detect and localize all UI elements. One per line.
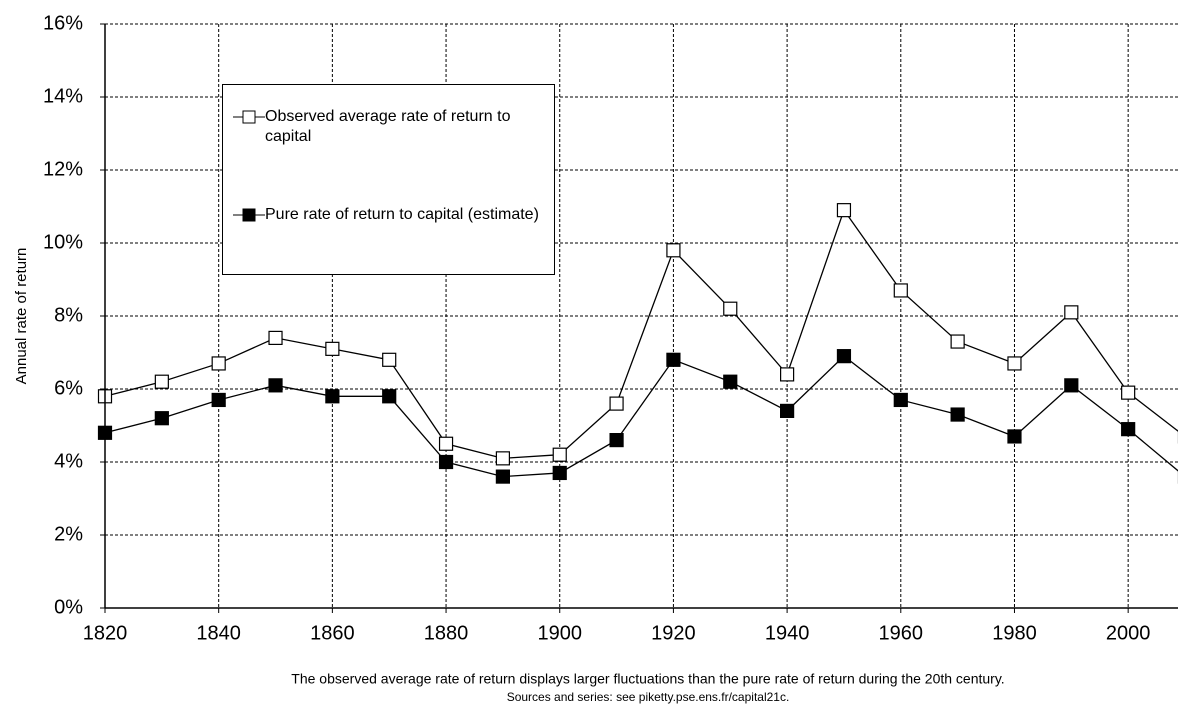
point-marker	[1121, 422, 1136, 437]
x-tick-label: 1940	[765, 622, 810, 644]
y-tick-label: 2%	[54, 523, 83, 545]
point-marker	[950, 334, 965, 349]
legend-entry: Pure rate of return to capital (estimate…	[233, 205, 555, 225]
point-marker	[1064, 378, 1079, 393]
x-tick-label: 2000	[1106, 622, 1151, 644]
point-marker	[609, 433, 624, 448]
point-marker	[438, 436, 454, 451]
y-tick-label: 14%	[43, 85, 83, 107]
point-marker	[723, 301, 738, 316]
legend-marker	[242, 208, 256, 222]
x-tick-label: 1820	[83, 622, 128, 644]
point-marker	[666, 243, 681, 258]
point-marker	[950, 407, 965, 422]
point-marker	[723, 374, 738, 389]
point-marker	[1007, 429, 1022, 444]
point-marker	[438, 454, 454, 470]
point-marker	[1121, 385, 1136, 400]
point-marker	[552, 465, 567, 481]
point-marker	[893, 392, 908, 408]
y-tick-label: 6%	[54, 377, 83, 399]
point-marker	[268, 330, 283, 345]
x-tick-label: 1960	[879, 622, 924, 644]
x-tick-label: 1860	[310, 622, 355, 644]
point-marker	[780, 403, 795, 418]
point-marker	[495, 451, 510, 466]
y-tick-label: 4%	[54, 450, 83, 472]
point-marker	[268, 378, 283, 393]
x-tick-label: 1840	[196, 622, 241, 644]
point-marker	[1007, 356, 1022, 371]
point-marker	[211, 392, 226, 408]
point-marker	[325, 341, 340, 356]
y-tick-label: 0%	[54, 596, 83, 618]
point-marker	[211, 356, 226, 371]
legend: Observed average rate of return to capit…	[222, 84, 555, 275]
x-tick-label: 1880	[424, 622, 469, 644]
point-marker	[666, 352, 681, 367]
point-marker	[495, 469, 510, 484]
point-marker	[893, 283, 908, 298]
legend-swatch	[233, 208, 265, 222]
x-tick-label: 1920	[651, 622, 696, 644]
point-marker	[325, 389, 340, 404]
source: Sources and series: see piketty.pse.ens.…	[507, 690, 790, 704]
legend-label: Pure rate of return to capital (estimate…	[265, 206, 539, 223]
point-marker	[154, 374, 169, 389]
point-marker	[382, 352, 397, 367]
legend-entry: Observed average rate of return to capit…	[233, 107, 555, 147]
y-tick-label: 8%	[54, 304, 83, 326]
legend-label: Observed average rate of return to capit…	[265, 108, 511, 145]
series-line	[104, 355, 1178, 478]
y-tick-label: 16%	[43, 12, 83, 34]
point-marker	[154, 411, 169, 426]
legend-swatch	[233, 110, 265, 124]
point-marker	[836, 349, 852, 364]
point-marker	[382, 389, 397, 404]
point-marker	[1064, 305, 1079, 320]
caption: The observed average rate of return disp…	[291, 671, 1004, 687]
x-tick-label: 1900	[537, 622, 582, 644]
x-tick-label: 1980	[992, 622, 1037, 644]
series-line	[104, 208, 1178, 460]
point-marker	[780, 367, 795, 382]
y-tick-label: 12%	[43, 158, 83, 180]
y-tick-label: 10%	[43, 231, 83, 253]
point-marker	[552, 447, 567, 462]
point-marker	[609, 396, 624, 411]
legend-marker	[242, 110, 256, 124]
point-marker	[836, 203, 852, 218]
y-axis-label: Annual rate of return	[13, 248, 30, 385]
